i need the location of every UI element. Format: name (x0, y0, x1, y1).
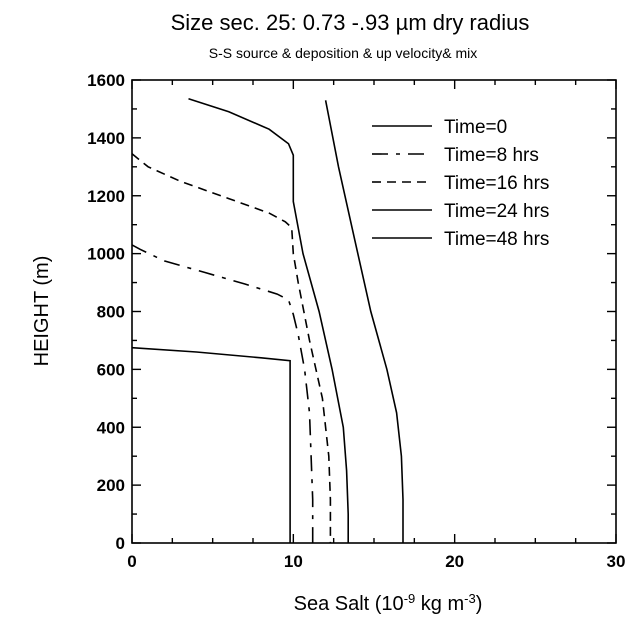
series-line-1 (324, 100, 404, 543)
legend: Time=0 Time=8 hrs Time=16 hrs Time=24 hrs Ti… (372, 117, 549, 250)
y-tick-label: 1600 (87, 71, 125, 90)
x-tick-label: 20 (445, 552, 464, 571)
y-tick-label: 1200 (87, 187, 125, 206)
y-axis-label: HEIGHT (m) (31, 256, 53, 367)
y-axis: 0 200 400 600 800 1000 1200 1400 1600 (87, 71, 616, 553)
series-line-5 (131, 346, 291, 543)
legend-label: Time=48 hrs (444, 229, 549, 250)
plot-area: 0 10 20 30 0 200 400 600 800 1000 1200 1400 1600 (87, 71, 625, 571)
y-tick-label: 600 (97, 360, 125, 379)
x-axis-label-exp2: -3 (464, 591, 476, 606)
plot-frame (131, 79, 617, 544)
legend-label: Time=16 hrs (444, 173, 549, 194)
chart-subtitle: S-S source & deposition & up velocity& m… (209, 45, 477, 61)
series-line-4 (188, 98, 349, 543)
x-tick-label: 30 (607, 552, 626, 571)
x-axis-label: Sea Salt (10-9 kg m-3) (294, 591, 483, 616)
y-tick-label: 400 (97, 418, 125, 437)
y-tick-label: 1400 (87, 129, 125, 148)
legend-label: Time=0 (444, 117, 507, 138)
x-tick-label: 0 (127, 552, 136, 571)
y-tick-label: 1000 (87, 245, 125, 264)
x-tick-label: 10 (284, 552, 303, 571)
series-layer (131, 98, 404, 543)
y-tick-label: 800 (97, 303, 125, 322)
y-tick-label: 200 (97, 476, 125, 495)
x-axis-label-mid: kg m (415, 593, 464, 615)
series-line-2 (131, 244, 314, 543)
x-axis-label-close: ) (476, 593, 483, 615)
x-axis-label-main: Sea Salt (10 (294, 593, 404, 615)
legend-label: Time=8 hrs (444, 145, 539, 166)
x-axis: 0 10 20 30 (127, 80, 625, 571)
x-axis-label-exp1: -9 (404, 591, 416, 606)
chart-title: Size sec. 25: 0.73 -.93 µm dry radius (171, 10, 530, 35)
series-line-3 (131, 153, 332, 543)
legend-label: Time=24 hrs (444, 201, 549, 222)
y-tick-label: 0 (116, 534, 125, 553)
